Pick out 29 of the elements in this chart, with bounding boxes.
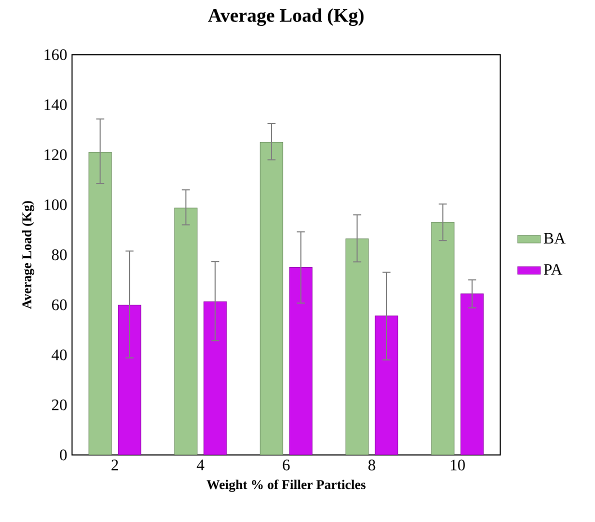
y-tick-label: 160 bbox=[44, 49, 67, 60]
bar bbox=[174, 208, 198, 456]
x-axis-title: Weight % of Filler Particles bbox=[206, 480, 366, 492]
chart-title: Average Load (Kg) bbox=[208, 8, 364, 26]
bar bbox=[374, 316, 398, 456]
x-tick-label: 8 bbox=[368, 460, 376, 471]
y-tick-label: 80 bbox=[52, 250, 67, 260]
y-tick-label: 60 bbox=[52, 300, 67, 310]
y-axis-title: Average Load (Kg) bbox=[22, 201, 34, 310]
y-tick-label: 20 bbox=[52, 400, 67, 410]
x-tick-label: 10 bbox=[450, 460, 465, 471]
x-tick-label: 4 bbox=[196, 460, 204, 470]
legend-label: BA bbox=[544, 233, 566, 244]
y-tick-label: 120 bbox=[44, 150, 67, 160]
bar bbox=[431, 222, 454, 456]
x-tick-label: 6 bbox=[282, 460, 290, 471]
bar bbox=[260, 142, 284, 456]
bar bbox=[88, 152, 112, 456]
bar bbox=[118, 305, 142, 456]
legend-label: PA bbox=[544, 264, 562, 275]
y-tick-label: 140 bbox=[44, 100, 67, 110]
x-tick-label: 2 bbox=[112, 460, 118, 470]
y-tick-label: 100 bbox=[44, 200, 67, 210]
bar bbox=[460, 294, 484, 456]
bar bbox=[346, 238, 369, 456]
y-tick-label: 40 bbox=[52, 350, 67, 360]
y-tick-label: 0 bbox=[60, 450, 67, 460]
bar bbox=[289, 267, 312, 456]
bar bbox=[204, 302, 227, 456]
